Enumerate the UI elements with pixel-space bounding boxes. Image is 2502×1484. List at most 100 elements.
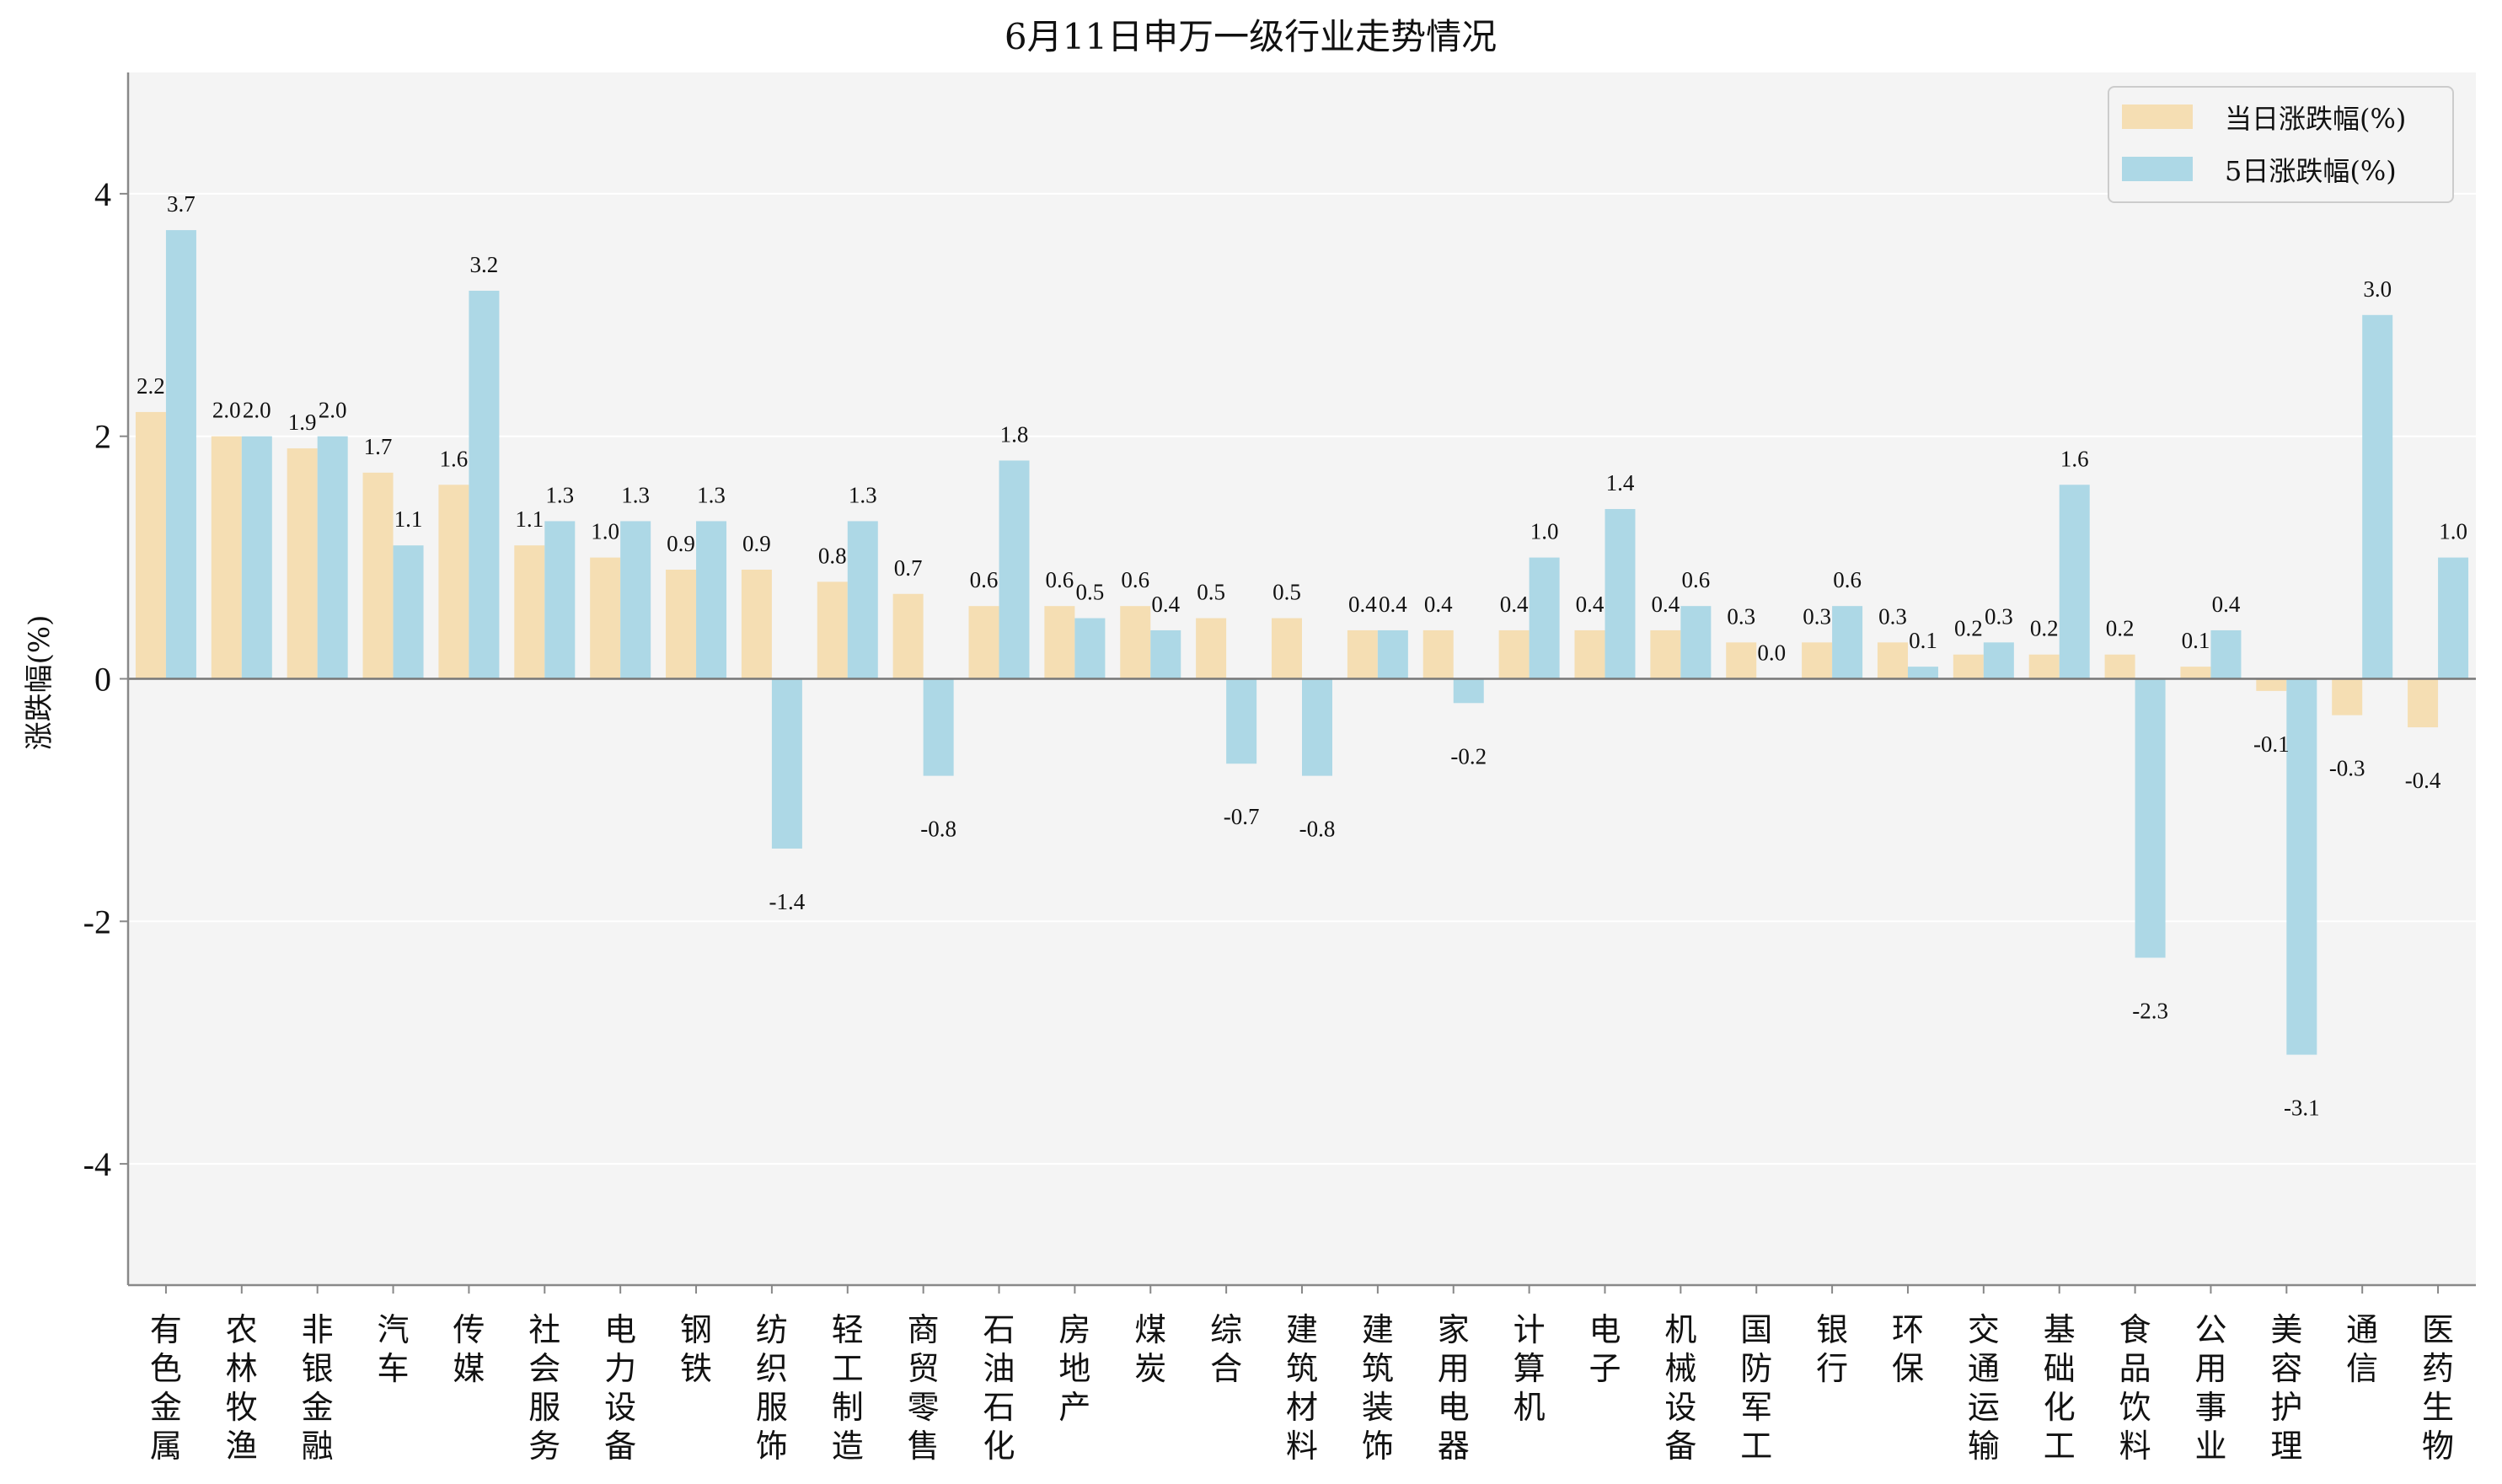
x-tick-label-4: 传媒	[453, 1311, 485, 1387]
bar-daily-20	[1650, 629, 1681, 679]
x-tick-label-13: 煤炭	[1134, 1311, 1166, 1387]
data-label-daily-15: 0.5	[1272, 580, 1301, 605]
x-tick-label-1: 农林牧渔	[226, 1311, 258, 1465]
data-label-5day-1: 2.0	[243, 398, 271, 423]
bar-5day-10	[923, 678, 954, 776]
bar-daily-5	[514, 545, 545, 679]
data-label-daily-11: 0.6	[970, 567, 999, 592]
data-label-5day-5: 1.3	[545, 482, 574, 507]
data-label-daily-7: 0.9	[667, 531, 695, 556]
data-label-daily-2: 1.9	[288, 410, 317, 435]
data-label-daily-27: 0.1	[2182, 628, 2210, 653]
data-label-daily-30: -0.4	[2405, 768, 2441, 793]
bar-daily-29	[2332, 678, 2363, 715]
data-label-daily-25: 0.2	[2030, 616, 2059, 641]
x-tick-label-8: 纺织服饰	[756, 1311, 788, 1465]
data-label-daily-8: 0.9	[742, 531, 771, 556]
x-tick-label-29: 通信	[2346, 1311, 2378, 1387]
x-tick-label-10: 商贸零售	[908, 1311, 940, 1465]
data-label-daily-12: 0.6	[1046, 567, 1074, 592]
bar-5day-16	[1377, 629, 1408, 679]
bar-5day-29	[2362, 314, 2393, 679]
data-label-5day-25: 1.6	[2060, 446, 2089, 471]
data-label-5day-30: 1.0	[2439, 519, 2467, 544]
bar-5day-27	[2210, 629, 2242, 679]
x-tick-label-28: 美容护理	[2270, 1311, 2302, 1465]
y-tick-label: -4	[83, 1145, 111, 1183]
bar-daily-24	[1953, 654, 1984, 679]
legend-box	[2108, 86, 2454, 203]
bar-daily-3	[362, 472, 394, 679]
bar-5day-17	[1453, 678, 1484, 704]
x-tick-label-2: 非银金融	[302, 1311, 334, 1465]
bar-daily-4	[438, 485, 469, 679]
bar-5day-19	[1605, 509, 1636, 679]
bar-5day-6	[620, 521, 651, 679]
data-label-daily-18: 0.4	[1500, 592, 1529, 617]
data-label-5day-20: 0.6	[1681, 567, 1710, 592]
data-label-daily-22: 0.3	[1803, 603, 1831, 629]
x-tick-label-26: 食品饮料	[2119, 1311, 2151, 1465]
bar-5day-28	[2286, 678, 2317, 1055]
data-label-daily-29: -0.3	[2329, 756, 2365, 781]
x-tick-label-11: 石油石化	[983, 1311, 1015, 1465]
data-label-5day-0: 3.7	[167, 191, 196, 217]
bar-5day-7	[696, 521, 727, 679]
data-label-5day-2: 2.0	[319, 398, 347, 423]
legend: 当日涨跌幅(%) 5日涨跌幅(%)	[2108, 86, 2454, 203]
bar-daily-8	[741, 569, 772, 679]
data-label-daily-26: 0.2	[2106, 616, 2135, 641]
bar-daily-13	[1120, 606, 1151, 679]
bar-daily-26	[2104, 654, 2135, 679]
x-tick-label-3: 汽车	[378, 1311, 410, 1387]
bar-daily-30	[2408, 678, 2439, 728]
x-tick-label-24: 交通运输	[1968, 1311, 2000, 1465]
legend-label-daily: 当日涨跌幅(%)	[2225, 103, 2406, 135]
x-tick-label-17: 家用电器	[1438, 1311, 1470, 1465]
bar-5day-14	[1226, 678, 1257, 764]
bar-daily-23	[1877, 642, 1908, 679]
bar-5day-22	[1832, 606, 1863, 679]
data-label-5day-29: 3.0	[2363, 276, 2392, 302]
bar-daily-19	[1574, 629, 1605, 679]
data-label-5day-14: -0.7	[1224, 804, 1260, 829]
bar-daily-0	[135, 411, 166, 679]
bar-5day-13	[1150, 629, 1181, 679]
bar-daily-16	[1347, 629, 1378, 679]
bar-5day-0	[165, 230, 196, 679]
data-label-5day-19: 1.4	[1606, 470, 1635, 496]
y-ticks: 4 2 0 -2 -4	[83, 175, 128, 1183]
legend-label-5day: 5日涨跌幅(%)	[2225, 155, 2397, 187]
data-label-daily-17: 0.4	[1424, 592, 1453, 617]
y-tick-label: 4	[94, 175, 111, 213]
bar-5day-18	[1529, 557, 1560, 679]
bar-5day-2	[317, 436, 348, 679]
bar-5day-20	[1680, 606, 1712, 679]
bar-daily-15	[1272, 618, 1302, 679]
data-label-daily-13: 0.6	[1121, 567, 1149, 592]
x-tick-label-21: 国防军工	[1740, 1311, 1772, 1465]
data-label-daily-28: -0.1	[2253, 731, 2290, 757]
bar-5day-4	[469, 291, 500, 679]
bar-daily-17	[1422, 629, 1454, 679]
data-label-5day-28: -3.1	[2284, 1096, 2320, 1121]
bar-daily-27	[2180, 667, 2211, 679]
bar-daily-6	[590, 557, 621, 679]
y-axis-label: 涨跌幅(%)	[23, 615, 56, 751]
data-label-5day-10: -0.8	[920, 817, 956, 842]
y-tick-label: 2	[94, 418, 111, 456]
x-tick-label-22: 银行	[1816, 1311, 1848, 1387]
bar-daily-7	[666, 569, 697, 679]
bar-5day-15	[1302, 678, 1332, 776]
bar-daily-18	[1498, 629, 1530, 679]
data-label-5day-26: -2.3	[2132, 998, 2168, 1023]
data-label-daily-6: 1.0	[591, 519, 619, 544]
data-label-daily-20: 0.4	[1651, 592, 1680, 617]
bar-5day-26	[2135, 678, 2166, 958]
data-label-daily-23: 0.3	[1878, 603, 1907, 629]
data-label-5day-23: 0.1	[1909, 628, 1937, 653]
bar-5day-25	[2059, 485, 2090, 679]
